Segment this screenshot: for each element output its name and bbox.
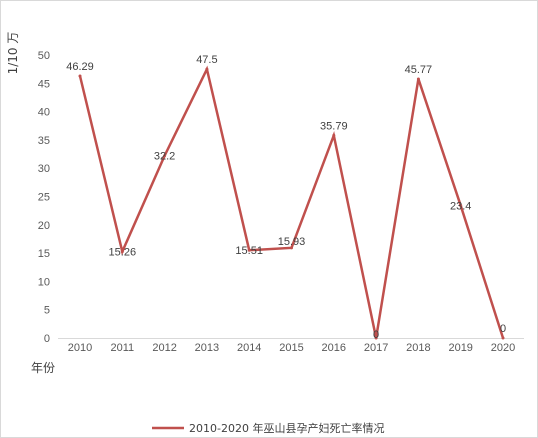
x-tick-label: 2019: [448, 342, 472, 354]
x-tick-label: 2018: [406, 342, 430, 354]
y-tick-label: 40: [38, 107, 50, 119]
data-point[interactable]: [459, 204, 463, 208]
data-label: 15.26: [109, 247, 137, 259]
x-tick-label: 2013: [195, 342, 219, 354]
series-line[interactable]: [78, 65, 505, 339]
x-tick-label: 2011: [110, 342, 134, 354]
legend[interactable]: 2010-2020 年巫山县孕产妇死亡率情况: [152, 421, 384, 435]
data-point[interactable]: [374, 336, 378, 340]
y-tick-label: 20: [38, 220, 50, 232]
x-tick-label: 2015: [279, 342, 303, 354]
legend-label: 2010-2020 年巫山县孕产妇死亡率情况: [189, 421, 384, 435]
series-layer: [78, 65, 505, 340]
y-tick-label: 25: [38, 192, 50, 204]
data-point[interactable]: [416, 77, 420, 81]
data-point[interactable]: [120, 250, 124, 254]
data-label: 0: [373, 329, 379, 341]
x-tick-label: 2017: [364, 342, 388, 354]
x-tick-label: 2010: [68, 342, 92, 354]
y-tick-label: 45: [38, 78, 50, 90]
data-point[interactable]: [290, 246, 293, 250]
data-point[interactable]: [332, 133, 336, 137]
data-label: 35.79: [320, 120, 348, 132]
data-point[interactable]: [163, 154, 167, 158]
data-label: 47.5: [196, 54, 217, 66]
data-label: 15.51: [235, 245, 263, 257]
data-labels: 46.29 15.26 32.2 47.5 15.51 15.93 35.79 0 45.77 2…: [66, 54, 506, 341]
y-tick-label: 0: [44, 333, 50, 345]
data-label: 0: [500, 323, 506, 335]
y-tick-label: 35: [38, 135, 50, 147]
x-tick-label: 2012: [152, 342, 176, 354]
data-label: 46.29: [66, 61, 94, 73]
data-label: 23.4: [450, 201, 471, 213]
x-tick-label: 2016: [322, 342, 346, 354]
data-point[interactable]: [78, 74, 82, 78]
y-tick-label: 10: [38, 276, 50, 288]
data-point[interactable]: [247, 248, 251, 252]
x-axis-ticks: 2010 2011 2012 2013 2014 2015 2016 2017 2018 2019…: [68, 342, 515, 354]
x-tick-label: 2014: [237, 342, 261, 354]
x-tick-label: 2020: [491, 342, 515, 354]
y-axis-title: 1/10 万: [6, 32, 20, 75]
data-label: 15.93: [278, 236, 306, 248]
data-point[interactable]: [205, 67, 209, 71]
x-axis-title: 年份: [31, 361, 55, 375]
y-tick-label: 50: [38, 50, 50, 62]
data-point[interactable]: [501, 336, 505, 340]
data-label: 32.2: [154, 151, 175, 163]
y-axis-ticks: 0 5 10 15 20 25 30 35 40 45 50: [38, 50, 50, 345]
data-label: 45.77: [405, 64, 433, 76]
y-tick-label: 30: [38, 163, 50, 175]
y-tick-label: 15: [38, 248, 50, 260]
y-tick-label: 5: [44, 305, 50, 317]
